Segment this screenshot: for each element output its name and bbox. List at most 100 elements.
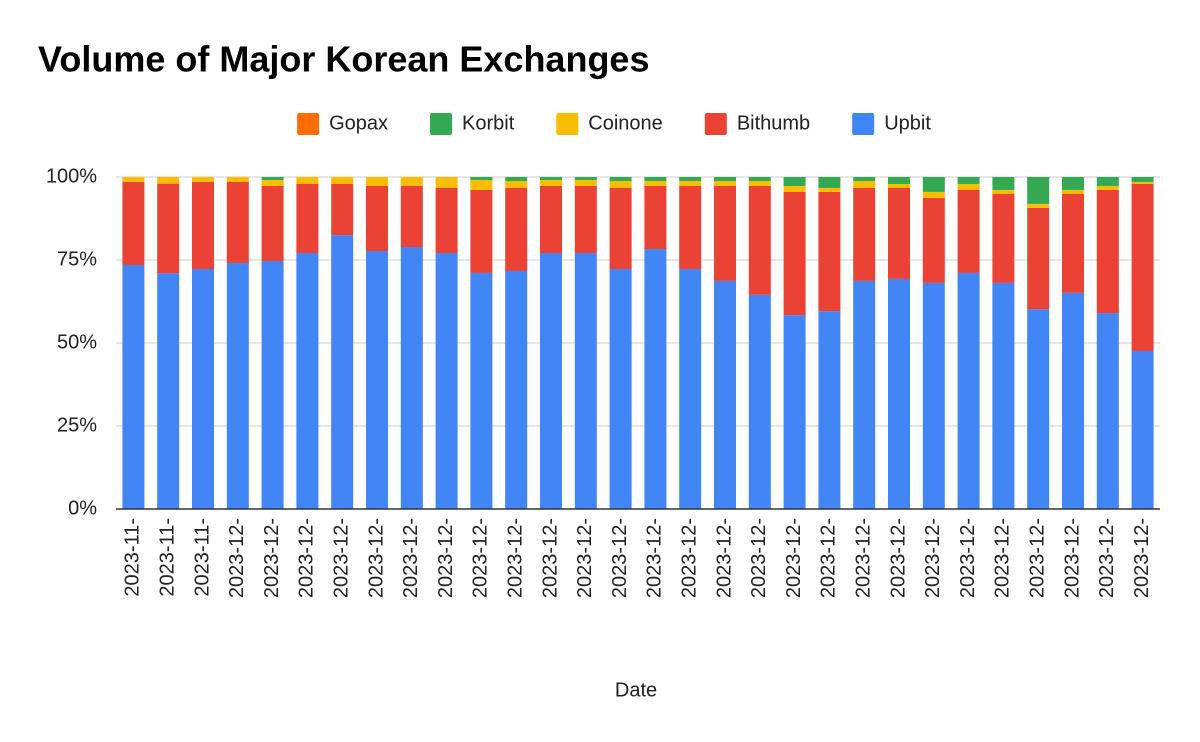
bar-segment [157, 177, 180, 184]
bar-segment [714, 180, 736, 186]
x-tick-label: 2023-12- [330, 518, 352, 598]
bar-segment [957, 183, 980, 190]
bar-segment [853, 187, 876, 281]
x-tick-label: 2023-12- [574, 518, 596, 598]
bar-segment [540, 177, 562, 180]
bar-segment [400, 247, 423, 509]
bar-segment [366, 251, 388, 509]
bar-segment [1096, 189, 1119, 314]
bar-segment [609, 187, 632, 269]
bar-segment [261, 260, 284, 509]
x-tick-label: 2023-12- [1061, 518, 1083, 598]
bar-segment [505, 180, 528, 188]
x-tick-label: 2023-12- [261, 518, 283, 598]
bar-segment [296, 177, 319, 184]
x-tick-label: 2023-11- [191, 518, 213, 597]
bar-segment [888, 278, 910, 509]
bar-segment [122, 177, 145, 182]
bar-segment [505, 187, 528, 271]
bar-segment [1027, 177, 1050, 204]
bar-segment [609, 177, 632, 181]
bar-segment [714, 280, 736, 509]
bar-segment [644, 185, 667, 250]
bar-segment [400, 177, 423, 186]
x-tick-label: 2023-12- [1026, 518, 1048, 598]
y-tick-label: 25% [57, 414, 97, 436]
legend-swatch [852, 113, 875, 135]
bar-segment [505, 177, 528, 181]
x-tick-label: 2023-12- [852, 518, 874, 598]
bar-segment [331, 177, 354, 184]
bar-segment [366, 185, 388, 252]
legend-swatch [556, 113, 579, 135]
bar-segment [644, 180, 667, 186]
bar-segment [1062, 189, 1084, 194]
legend: Gopax Korbit Coinone Bithumb Upbit [297, 112, 931, 135]
bar-segment [192, 177, 214, 182]
y-tick-label: 50% [57, 331, 97, 353]
bar-segment [226, 181, 249, 263]
bar-segment [644, 249, 667, 509]
legend-label: Gopax [329, 112, 388, 134]
legend-label: Korbit [462, 112, 515, 134]
bar-segment [783, 185, 806, 192]
bar-segment [1131, 177, 1154, 182]
x-tick-label: 2023-12- [992, 518, 1014, 598]
bar-segment [470, 177, 493, 180]
bar-segment [922, 282, 945, 509]
bar-segment [853, 177, 876, 181]
bar-segment [366, 177, 388, 186]
bar-segment [748, 177, 771, 181]
bar-segment [922, 197, 945, 283]
bar-segment [1096, 177, 1119, 186]
x-tick-label: 2023-12- [783, 518, 805, 598]
x-tick-label: 2023-12- [1131, 518, 1153, 598]
bar-segment [818, 187, 841, 192]
bar-segment [748, 294, 771, 509]
legend-label: Bithumb [737, 112, 810, 134]
x-tick-label: 2023-12- [226, 518, 248, 598]
bar-segment [540, 185, 562, 254]
x-tick-label: 2023-12- [400, 518, 422, 598]
bar-segment [1131, 183, 1154, 351]
bar-segment [609, 180, 632, 188]
legend-label: Coinone [588, 112, 663, 134]
bar-segment [818, 311, 841, 509]
bar-segment [992, 189, 1015, 194]
bar-segment [888, 187, 910, 279]
y-tick-label: 100% [46, 165, 97, 187]
bar-segment [261, 177, 284, 180]
bar-segment [122, 264, 145, 509]
bar-segment [818, 177, 841, 188]
bar-segment [922, 191, 945, 198]
bar-segment [783, 315, 806, 509]
bar-segment [783, 177, 806, 186]
x-tick-label: 2023-12- [818, 518, 840, 598]
bar-segment [261, 179, 284, 186]
x-tick-label: 2023-12- [957, 518, 979, 598]
bar-segment [226, 262, 249, 509]
bar-segment [679, 177, 702, 181]
x-tick-label: 2023-12- [609, 518, 631, 598]
bar-segment [470, 272, 493, 509]
bar-segment [1062, 292, 1084, 509]
x-tick-label: 2023-12- [713, 518, 735, 598]
x-tick-label: 2023-12- [922, 518, 944, 598]
x-tick-label: 2023-11- [122, 518, 144, 597]
bar-segment [992, 282, 1015, 509]
bar-segment [1062, 193, 1084, 293]
bar-segment [331, 183, 354, 236]
bar-segment [435, 187, 458, 254]
x-tick-label: 2023-12- [1096, 518, 1118, 598]
bar-segment [540, 179, 562, 186]
bar-segment [714, 177, 736, 181]
x-axis-label: Date [615, 679, 657, 701]
x-tick-label: 2023-12- [748, 518, 770, 598]
x-tick-label: 2023-12- [644, 518, 666, 598]
bar-segment [818, 191, 841, 312]
bar-segment [226, 177, 249, 182]
bar-segment [748, 180, 771, 186]
x-tick-label: 2023-12- [887, 518, 909, 598]
x-tick-label: 2023-12- [678, 518, 700, 598]
